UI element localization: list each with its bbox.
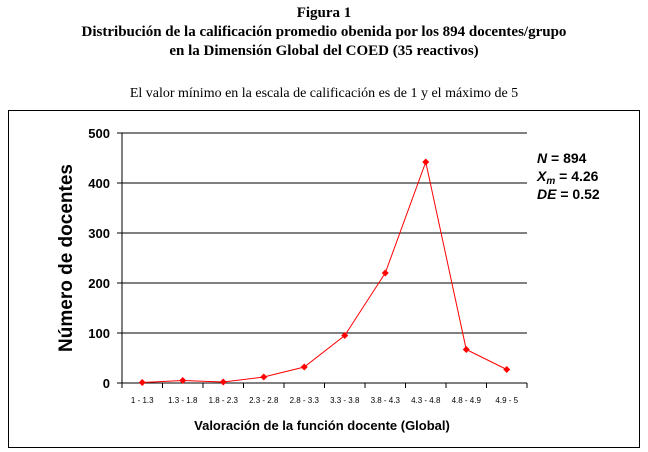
x-tick-label: 4.3 - 4.8	[411, 396, 441, 405]
y-tick-label: 500	[88, 126, 110, 141]
data-point	[341, 332, 349, 339]
series-line	[142, 160, 507, 383]
data-point	[300, 363, 308, 371]
data-point	[381, 269, 389, 277]
y-axis-label: Número de docentes	[56, 164, 77, 352]
y-tick-label: 300	[88, 226, 110, 241]
x-axis-label: Valoración de la función docente (Global…	[194, 418, 450, 433]
y-tick-label: 100	[88, 326, 110, 341]
data-point	[503, 366, 511, 373]
x-tick-label: 1 - 1.3	[131, 396, 154, 405]
data-point	[422, 158, 430, 166]
annotation-text: = 0.52	[556, 186, 599, 202]
chart-title: Distribución de la calificación promedio…	[82, 24, 567, 40]
x-tick-label: 1.8 - 2.3	[209, 396, 239, 405]
annotation-sub: m	[546, 176, 555, 187]
x-tick-label: 4.9 - 5	[495, 396, 518, 405]
x-tick-label: 1.3 - 1.8	[168, 396, 198, 405]
annotation: DE = 0.52	[537, 186, 600, 202]
annotation: Xm = 4.26	[536, 168, 599, 187]
figure-label: Figura 1	[297, 5, 352, 21]
x-tick-label: 3.3 - 3.8	[330, 396, 360, 405]
annotation-text: = 4.26	[555, 168, 598, 184]
subtitle: El valor mínimo en la escala de califica…	[130, 86, 518, 101]
x-tick-label: 2.3 - 2.8	[249, 396, 279, 405]
chart-title: en la Dimensión Global del COED (35 reac…	[169, 43, 478, 59]
y-tick-label: 200	[88, 276, 110, 291]
data-point	[260, 373, 268, 381]
annotation-var: X	[536, 168, 548, 184]
data-point	[219, 378, 227, 386]
annotation-text: = 894	[547, 150, 587, 166]
annotation-var: DE	[537, 186, 557, 202]
x-tick-label: 3.8 - 4.3	[371, 396, 401, 405]
annotation: N = 894	[537, 150, 587, 166]
x-tick-label: 4.8 - 4.9	[452, 396, 482, 405]
data-point	[462, 346, 470, 353]
x-tick-label: 2.8 - 3.3	[290, 396, 320, 405]
chart-frame	[8, 110, 640, 448]
data-point	[179, 377, 187, 384]
annotation-var: N	[537, 150, 548, 166]
plot: 0 100 200 300 400 500 1 - 1.3 1.3 - 1.8 1.8 - 2.…	[88, 126, 528, 405]
data-point	[138, 379, 146, 386]
y-tick-label: 0	[103, 376, 110, 391]
y-tick-label: 400	[88, 176, 110, 191]
